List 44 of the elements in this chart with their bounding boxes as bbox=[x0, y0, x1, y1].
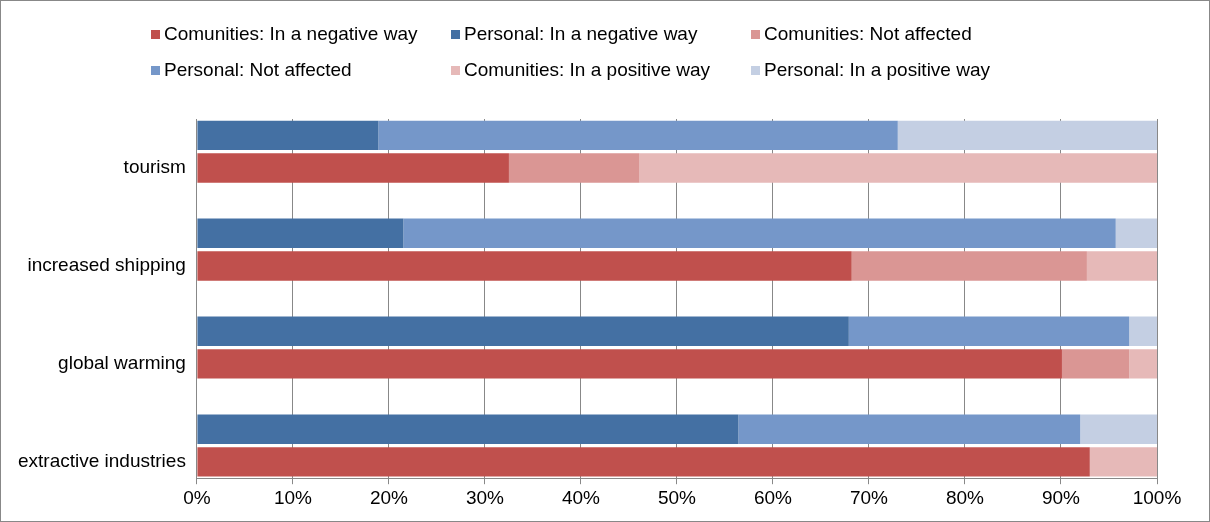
y-tick-label: increased shipping bbox=[27, 254, 186, 276]
legend-label: Comunities: In a positive way bbox=[464, 59, 711, 81]
bar bbox=[197, 153, 509, 183]
x-tick-label: 40% bbox=[561, 486, 601, 508]
x-tick-label: 10% bbox=[273, 486, 313, 508]
bar bbox=[738, 414, 1081, 444]
legend-label: Personal: Not affected bbox=[164, 59, 352, 81]
bar bbox=[639, 153, 1157, 183]
x-tick-label: 0% bbox=[183, 486, 211, 508]
y-tick-label: global warming bbox=[58, 352, 186, 374]
bar bbox=[851, 251, 1087, 281]
bar bbox=[1089, 447, 1157, 477]
bar bbox=[1129, 349, 1157, 379]
legend-label: Comunities: In a negative way bbox=[164, 23, 418, 45]
bar bbox=[1080, 414, 1157, 444]
bar bbox=[508, 153, 640, 183]
bar bbox=[197, 120, 379, 151]
bar bbox=[197, 414, 739, 444]
x-tick-label: 100% bbox=[1132, 486, 1182, 508]
bar bbox=[1115, 218, 1157, 248]
bar bbox=[197, 349, 1062, 379]
x-tick-label: 90% bbox=[1041, 486, 1081, 508]
x-tick-label: 60% bbox=[753, 486, 793, 508]
x-tick-label: 80% bbox=[945, 486, 985, 508]
bar bbox=[197, 316, 849, 346]
legend-label: Personal: In a negative way bbox=[464, 23, 698, 45]
bar bbox=[1129, 316, 1157, 346]
bar bbox=[378, 120, 898, 151]
bar bbox=[1061, 349, 1130, 379]
legend-label: Personal: In a positive way bbox=[764, 59, 991, 81]
x-tick-label: 20% bbox=[369, 486, 409, 508]
bar bbox=[197, 251, 852, 281]
bar bbox=[1086, 251, 1157, 281]
y-tick-label: extractive industries bbox=[18, 450, 186, 472]
bar bbox=[197, 218, 404, 248]
x-tick-label: 30% bbox=[465, 486, 505, 508]
y-tick-label: tourism bbox=[123, 156, 186, 178]
legend-label: Comunities: Not affected bbox=[764, 23, 972, 45]
bar bbox=[403, 218, 1116, 248]
bar bbox=[197, 447, 1090, 477]
x-tick-label: 50% bbox=[657, 486, 697, 508]
bar bbox=[848, 316, 1130, 346]
bar bbox=[897, 120, 1157, 151]
x-tick-label: 70% bbox=[849, 486, 889, 508]
